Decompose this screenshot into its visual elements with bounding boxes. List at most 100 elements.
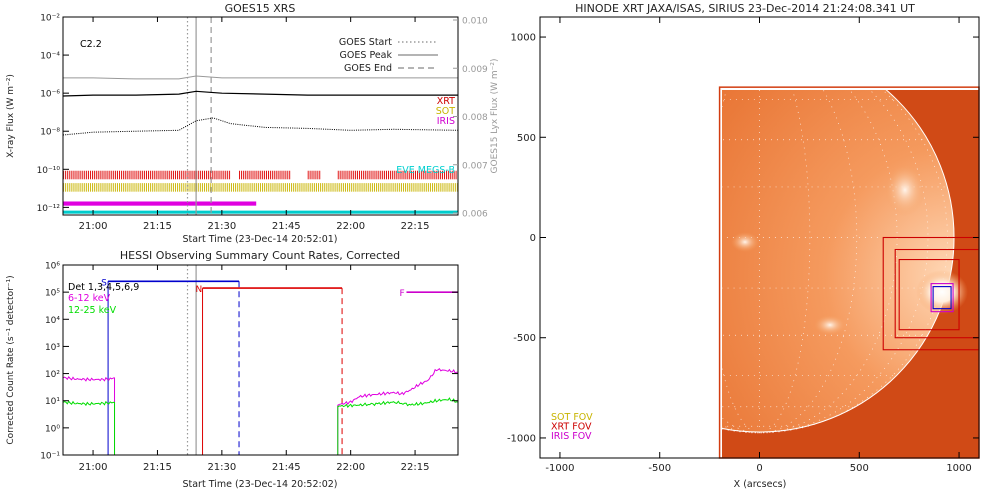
coverage-tick bbox=[285, 170, 287, 180]
coverage-tick bbox=[144, 170, 146, 180]
coverage-tick bbox=[331, 183, 333, 192]
y-tick-label: 10⁻² bbox=[40, 14, 60, 24]
y-tick-label: 10¹ bbox=[45, 397, 60, 407]
coverage-tick bbox=[422, 183, 424, 192]
coverage-tick bbox=[74, 170, 76, 180]
coverage-tick bbox=[287, 170, 289, 180]
legend-label: 6-12 keV bbox=[68, 293, 111, 304]
coverage-tick bbox=[358, 183, 360, 192]
hinode-image bbox=[722, 90, 979, 458]
x-tick-label: 21:30 bbox=[207, 462, 236, 473]
coverage-tick bbox=[329, 183, 331, 192]
hessi-detectors: Det 1,3,4,5,6,9 bbox=[68, 282, 139, 293]
y-tick-label: 0 bbox=[530, 233, 536, 244]
coverage-tick bbox=[240, 170, 242, 180]
goes-series bbox=[63, 75, 458, 136]
coverage-tick bbox=[271, 170, 273, 180]
coverage-tick bbox=[192, 183, 194, 192]
coverage-tick bbox=[277, 170, 279, 180]
coverage-tick bbox=[221, 170, 223, 180]
coverage-tick bbox=[430, 183, 431, 192]
attenuator-label: S bbox=[101, 278, 107, 288]
coverage-tick bbox=[387, 183, 389, 192]
coverage-tick bbox=[312, 183, 314, 192]
coverage-tick bbox=[176, 183, 178, 192]
coverage-tick bbox=[238, 183, 240, 192]
x-tick-label: 21:30 bbox=[207, 221, 236, 232]
coverage-tick bbox=[76, 183, 78, 192]
coverage-tick bbox=[157, 183, 159, 192]
coverage-tick bbox=[393, 170, 395, 180]
coverage-tick bbox=[204, 170, 205, 180]
coverage-tick bbox=[182, 170, 184, 180]
coverage-tick bbox=[262, 183, 263, 192]
attenuator-label: N bbox=[196, 285, 203, 295]
hinode-x-axis: -1000 -500 0 500 1000 bbox=[545, 17, 972, 474]
coverage-tick bbox=[368, 170, 370, 180]
coverage-tick bbox=[339, 183, 341, 192]
coverage-tick bbox=[148, 170, 149, 180]
coverage-tick bbox=[130, 170, 132, 180]
coverage-tick bbox=[171, 183, 173, 192]
coverage-tick bbox=[447, 170, 449, 180]
coverage-tick bbox=[74, 183, 76, 192]
coverage-tick bbox=[437, 183, 439, 192]
coverage-tick bbox=[317, 170, 319, 180]
coverage-tick bbox=[219, 183, 221, 192]
coverage-tick bbox=[337, 183, 339, 192]
fov-box-sot bbox=[932, 286, 952, 310]
coverage-tick bbox=[350, 183, 352, 192]
coverage-tick bbox=[111, 170, 113, 180]
y-tick-label: 10⁵ bbox=[45, 289, 60, 299]
coverage-tick bbox=[420, 170, 422, 180]
coverage-tick bbox=[426, 170, 428, 180]
y2-tick-label: 0.007 bbox=[462, 161, 488, 171]
coverage-tick bbox=[205, 170, 207, 180]
coverage-tick bbox=[109, 183, 111, 192]
coverage-tick bbox=[117, 183, 118, 192]
x-tick-label: 21:45 bbox=[272, 462, 301, 473]
coverage-tick bbox=[268, 170, 269, 180]
coverage-tick bbox=[239, 170, 240, 180]
coverage-tick bbox=[120, 170, 122, 180]
coverage-tick bbox=[91, 183, 93, 192]
coverage-tick bbox=[215, 183, 217, 192]
coverage-tick bbox=[406, 183, 408, 192]
coverage-tick bbox=[155, 170, 157, 180]
coverage-tick bbox=[95, 183, 97, 192]
coverage-tick bbox=[389, 183, 391, 192]
coverage-tick bbox=[436, 170, 438, 180]
coverage-tick bbox=[359, 170, 360, 180]
coverage-tick bbox=[234, 183, 236, 192]
x-tick-label: 22:15 bbox=[401, 462, 430, 473]
coverage-tick bbox=[445, 170, 447, 180]
x-tick-label: 22:15 bbox=[401, 221, 430, 232]
y-tick-label: 10⁻⁶ bbox=[40, 90, 60, 100]
coverage-tick bbox=[192, 170, 194, 180]
coverage-tick bbox=[315, 170, 317, 180]
coverage-tick bbox=[186, 170, 188, 180]
flare-brightening bbox=[916, 270, 968, 314]
coverage-tick bbox=[374, 170, 376, 180]
goes-markers bbox=[186, 17, 212, 215]
coverage-tick bbox=[343, 183, 345, 192]
coverage-tick bbox=[434, 170, 436, 180]
coverage-tick bbox=[337, 170, 339, 180]
hessi-y-axis: 10⁻¹ 10⁰ 10¹ 10² 10³ 10⁴ 10⁵ 10⁶ bbox=[40, 262, 458, 462]
coverage-tick bbox=[86, 170, 88, 180]
x-tick-label: 0 bbox=[756, 463, 762, 474]
coverage-tick bbox=[107, 170, 109, 180]
coverage-tick bbox=[130, 183, 132, 192]
coverage-tick bbox=[173, 170, 175, 180]
coverage-tick bbox=[119, 183, 120, 192]
goes-series-long bbox=[63, 90, 458, 97]
coverage-tick bbox=[190, 170, 192, 180]
coverage-tick bbox=[422, 170, 424, 180]
coverage-tick bbox=[97, 183, 99, 192]
coverage-tick bbox=[144, 183, 146, 192]
attenuator-label: F bbox=[399, 289, 404, 299]
coverage-tick bbox=[188, 183, 190, 192]
coverage-tick bbox=[267, 183, 269, 192]
coverage-tick bbox=[250, 170, 252, 180]
coverage-tick bbox=[157, 170, 159, 180]
